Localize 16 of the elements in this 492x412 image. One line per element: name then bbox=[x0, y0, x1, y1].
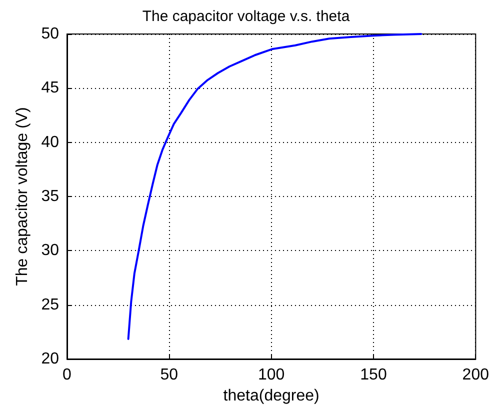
y-axis-title: The capacitor voltage (V) bbox=[14, 107, 31, 286]
x-axis-title: theta(degree) bbox=[223, 387, 320, 404]
y-tick-label: 50 bbox=[41, 26, 60, 42]
chart-title: The capacitor voltage v.s. theta bbox=[142, 8, 350, 25]
x-tick-label: 0 bbox=[62, 366, 72, 384]
x-tick-label: 150 bbox=[360, 366, 387, 384]
x-tick-label: 50 bbox=[160, 366, 178, 384]
x-tick-label: 100 bbox=[258, 366, 285, 384]
y-tick-label: 30 bbox=[41, 242, 60, 260]
y-tick-label: 45 bbox=[41, 80, 60, 97]
line-series bbox=[127, 33, 422, 340]
y-tick-label: 35 bbox=[41, 188, 60, 205]
y-tick-label: 20 bbox=[41, 350, 60, 368]
y-tick-label: 25 bbox=[41, 296, 60, 314]
y-tick-label: 40 bbox=[41, 134, 60, 151]
x-tick-label: 200 bbox=[462, 366, 490, 384]
